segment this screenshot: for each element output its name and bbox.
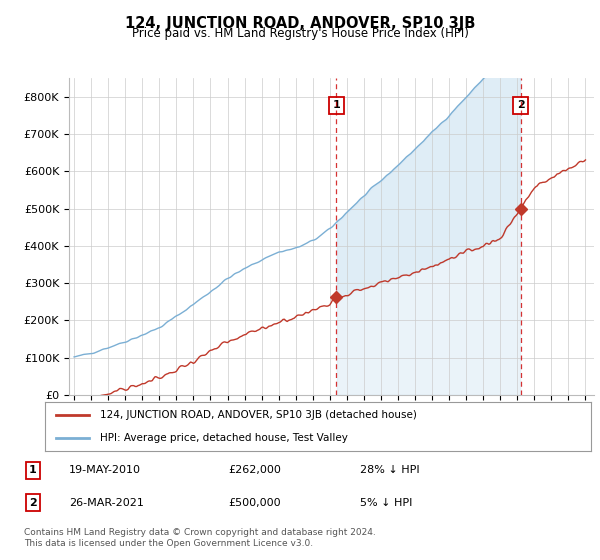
Text: Contains HM Land Registry data © Crown copyright and database right 2024.
This d: Contains HM Land Registry data © Crown c…	[24, 528, 376, 548]
Text: 28% ↓ HPI: 28% ↓ HPI	[360, 465, 419, 475]
Text: HPI: Average price, detached house, Test Valley: HPI: Average price, detached house, Test…	[100, 433, 347, 444]
Text: 124, JUNCTION ROAD, ANDOVER, SP10 3JB: 124, JUNCTION ROAD, ANDOVER, SP10 3JB	[125, 16, 475, 31]
Text: 19-MAY-2010: 19-MAY-2010	[69, 465, 141, 475]
Text: £500,000: £500,000	[228, 497, 281, 507]
Text: 1: 1	[332, 100, 340, 110]
Text: Price paid vs. HM Land Registry's House Price Index (HPI): Price paid vs. HM Land Registry's House …	[131, 27, 469, 40]
Text: 124, JUNCTION ROAD, ANDOVER, SP10 3JB (detached house): 124, JUNCTION ROAD, ANDOVER, SP10 3JB (d…	[100, 410, 416, 421]
Text: 26-MAR-2021: 26-MAR-2021	[69, 497, 144, 507]
Text: 5% ↓ HPI: 5% ↓ HPI	[360, 497, 412, 507]
Text: 2: 2	[517, 100, 525, 110]
Text: 1: 1	[29, 465, 37, 475]
Text: £262,000: £262,000	[228, 465, 281, 475]
Text: 2: 2	[29, 497, 37, 507]
